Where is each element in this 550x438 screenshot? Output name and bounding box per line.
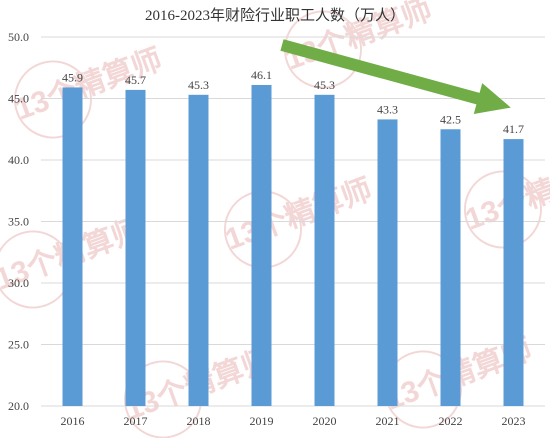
data-label: 45.9 bbox=[62, 70, 83, 84]
watermark: 13个精算师 bbox=[221, 172, 377, 269]
data-label: 45.3 bbox=[314, 78, 335, 92]
bar bbox=[314, 94, 335, 406]
bars bbox=[62, 84, 524, 407]
x-tick-label: 2017 bbox=[124, 414, 148, 428]
y-tick-label: 35.0 bbox=[8, 215, 29, 229]
bar bbox=[251, 84, 272, 406]
x-axis-ticks: 2016 2017 2018 2019 2020 2021 2022 2023 bbox=[61, 414, 526, 428]
bar bbox=[377, 119, 398, 406]
watermark: 13个精算师 bbox=[461, 152, 550, 249]
x-tick-label: 2016 bbox=[61, 414, 85, 428]
bar bbox=[440, 129, 461, 406]
x-tick-label: 2022 bbox=[439, 414, 463, 428]
bar bbox=[62, 87, 83, 407]
data-label: 43.3 bbox=[377, 102, 398, 116]
x-tick-label: 2018 bbox=[187, 414, 211, 428]
trend-arrow bbox=[280, 39, 511, 115]
data-label: 46.1 bbox=[251, 68, 272, 82]
chart-title: 2016-2023年财险行业职工人数（万人） bbox=[145, 7, 405, 24]
y-axis-ticks: 20.0 25.0 30.0 35.0 40.0 45.0 50.0 bbox=[8, 30, 29, 413]
data-label: 45.3 bbox=[188, 78, 209, 92]
y-tick-label: 45.0 bbox=[8, 92, 29, 106]
x-tick-label: 2023 bbox=[502, 414, 526, 428]
bar bbox=[188, 94, 209, 406]
bar bbox=[125, 89, 146, 406]
x-tick-label: 2019 bbox=[250, 414, 274, 428]
bar bbox=[503, 139, 524, 406]
y-tick-label: 20.0 bbox=[8, 399, 29, 413]
y-tick-label: 30.0 bbox=[8, 276, 29, 290]
trend-arrow-shape bbox=[280, 39, 511, 115]
watermark: 13个精算师 bbox=[11, 42, 167, 139]
x-tick-label: 2020 bbox=[313, 414, 337, 428]
data-label: 42.5 bbox=[440, 112, 461, 126]
data-labels: 45.9 45.7 45.3 46.1 45.3 43.3 42.5 41.7 bbox=[62, 68, 524, 136]
x-tick-label: 2021 bbox=[376, 414, 400, 428]
data-label: 45.7 bbox=[125, 73, 146, 87]
gridlines bbox=[41, 36, 545, 407]
y-tick-label: 40.0 bbox=[8, 153, 29, 167]
y-tick-label: 50.0 bbox=[8, 30, 29, 44]
data-label: 41.7 bbox=[503, 122, 524, 136]
y-tick-label: 25.0 bbox=[8, 338, 29, 352]
